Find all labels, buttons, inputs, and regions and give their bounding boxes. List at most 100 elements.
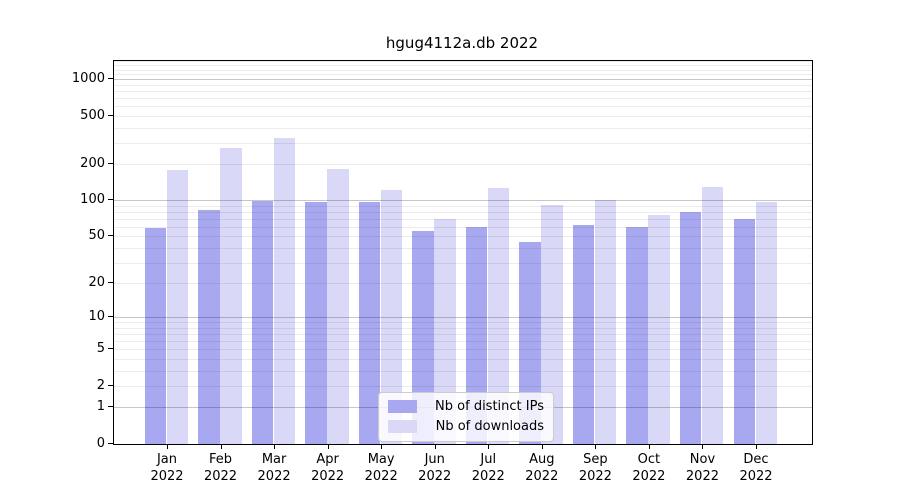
x-tick-label-jul: Jul 2022 bbox=[453, 451, 523, 485]
y-tick-mark bbox=[108, 348, 113, 350]
x-tick-mark bbox=[648, 444, 650, 449]
month-label: Jan bbox=[156, 452, 178, 467]
year-label: 2022 bbox=[578, 469, 612, 484]
gridline-60 bbox=[114, 226, 812, 228]
gridline-20 bbox=[114, 283, 812, 285]
bar-ips-oct bbox=[626, 226, 648, 444]
gridline-7 bbox=[114, 334, 812, 336]
bar-downloads-feb bbox=[220, 147, 242, 444]
bar-downloads-may bbox=[380, 190, 403, 444]
gridline-80 bbox=[114, 211, 812, 213]
year-label: 2022 bbox=[418, 469, 452, 484]
bar-ips-nov bbox=[679, 212, 702, 444]
x-tick-mark bbox=[488, 444, 490, 449]
bar-ips-feb bbox=[198, 210, 220, 444]
month-label: Jul bbox=[480, 452, 497, 467]
gridline-1400 bbox=[114, 61, 812, 63]
y-tick-label-20: 20 bbox=[88, 275, 105, 291]
x-tick-mark bbox=[327, 444, 329, 449]
bar-downloads-apr bbox=[327, 168, 349, 444]
gridline-700 bbox=[114, 98, 812, 100]
legend-label: Nb of downloads bbox=[435, 419, 544, 434]
month-label: Feb bbox=[209, 452, 233, 467]
gridline-100 bbox=[114, 200, 812, 202]
gridline-600 bbox=[114, 106, 812, 108]
gridline-50 bbox=[114, 236, 812, 238]
x-tick-mark bbox=[220, 444, 222, 449]
gridline-90 bbox=[114, 205, 812, 207]
gridline-9 bbox=[114, 322, 812, 324]
bar-ips-mar bbox=[251, 201, 274, 444]
year-label: 2022 bbox=[311, 469, 345, 484]
gridline-200 bbox=[114, 164, 812, 165]
x-tick-label-oct: Oct 2022 bbox=[614, 451, 684, 485]
year-label: 2022 bbox=[632, 469, 666, 484]
bar-ips-jan bbox=[144, 227, 166, 444]
bar-ips-jun bbox=[412, 231, 434, 444]
gridline-1000 bbox=[114, 79, 812, 81]
gridline-1200 bbox=[114, 69, 812, 71]
gridline-2 bbox=[114, 385, 812, 387]
bar-downloads-sep bbox=[594, 200, 617, 444]
gridline-3 bbox=[114, 370, 812, 372]
y-tick-mark bbox=[108, 235, 113, 237]
bar-ips-sep bbox=[572, 225, 595, 444]
month-label: Aug bbox=[529, 452, 555, 467]
x-tick-mark bbox=[702, 444, 704, 449]
x-tick-label-aug: Aug 2022 bbox=[507, 451, 577, 485]
legend-swatch-icon bbox=[388, 400, 417, 413]
gridline-6 bbox=[114, 341, 812, 343]
x-tick-mark bbox=[756, 444, 757, 449]
bar-downloads-oct bbox=[648, 215, 670, 444]
y-tick-label-1000: 1000 bbox=[71, 71, 105, 87]
legend-label: Nb of distinct IPs bbox=[435, 399, 544, 414]
month-label: Oct bbox=[637, 452, 661, 467]
gridline-500 bbox=[114, 115, 812, 117]
bar-downloads-aug bbox=[541, 205, 563, 444]
y-tick-mark bbox=[108, 384, 113, 386]
bar-ips-dec bbox=[733, 218, 755, 444]
gridline-8 bbox=[114, 327, 812, 329]
y-tick-mark bbox=[108, 282, 113, 284]
y-tick-label-1: 1 bbox=[96, 399, 105, 415]
bar-downloads-jan bbox=[166, 169, 188, 444]
year-label: 2022 bbox=[739, 469, 773, 484]
x-tick-label-dec: Dec 2022 bbox=[721, 451, 791, 485]
legend-row-downloads: Nb of downloads bbox=[388, 419, 544, 434]
y-tick-label-0: 0 bbox=[96, 436, 105, 451]
gridline-1300 bbox=[114, 65, 812, 67]
year-label: 2022 bbox=[685, 469, 719, 484]
gridline-400 bbox=[114, 127, 812, 129]
y-tick-mark bbox=[108, 443, 113, 444]
legend: Nb of distinct IPs Nb of downloads bbox=[378, 392, 554, 442]
x-tick-mark bbox=[381, 444, 383, 449]
month-label: May bbox=[367, 452, 395, 467]
gridline-300 bbox=[114, 142, 812, 144]
x-tick-label-jun: Jun 2022 bbox=[400, 451, 470, 485]
x-tick-mark bbox=[595, 444, 597, 449]
x-tick-mark bbox=[434, 444, 436, 449]
gridline-30 bbox=[114, 262, 812, 264]
month-label: Nov bbox=[689, 452, 716, 467]
y-tick-label-2: 2 bbox=[96, 377, 105, 393]
bar-ips-may bbox=[358, 201, 381, 444]
year-label: 2022 bbox=[257, 469, 291, 484]
bar-downloads-dec bbox=[755, 201, 777, 444]
y-tick-mark bbox=[108, 199, 113, 201]
plot-area: Nb of distinct IPs Nb of downloads bbox=[113, 60, 813, 445]
month-label: Sep bbox=[583, 452, 608, 467]
x-tick-label-jan: Jan 2022 bbox=[132, 451, 202, 485]
bar-ips-jul bbox=[465, 226, 488, 444]
x-tick-label-mar: Mar 2022 bbox=[239, 451, 309, 485]
gridline-900 bbox=[114, 84, 812, 86]
y-tick-mark bbox=[108, 114, 113, 116]
x-tick-mark bbox=[274, 444, 276, 449]
y-tick-mark bbox=[108, 316, 113, 318]
x-tick-label-nov: Nov 2022 bbox=[667, 451, 737, 485]
bar-downloads-nov bbox=[701, 187, 724, 444]
chart-title: hgug4112a.db 2022 bbox=[385, 34, 539, 52]
year-label: 2022 bbox=[525, 469, 559, 484]
bar-ips-apr bbox=[305, 201, 327, 444]
gridline-70 bbox=[114, 218, 812, 220]
